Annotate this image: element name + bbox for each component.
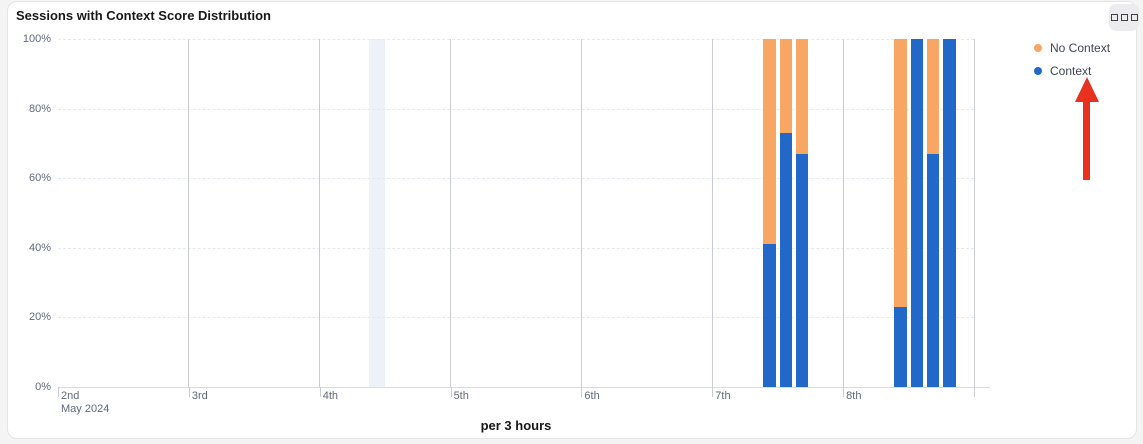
x-gridline	[842, 39, 844, 387]
legend-dot-icon	[1034, 67, 1042, 75]
stacked-bar[interactable]	[795, 39, 810, 387]
legend: No Context Context	[1034, 41, 1110, 78]
plot-area	[58, 39, 975, 387]
x-gridline	[188, 39, 190, 387]
x-gridline	[450, 39, 452, 387]
arrow-shaft	[1083, 102, 1090, 180]
x-axis-line	[58, 387, 990, 388]
bar-segment-context	[910, 39, 923, 387]
y-tick-label: 20%	[28, 311, 51, 324]
widget-menu-button[interactable]	[1109, 4, 1139, 31]
stacked-bar[interactable]	[778, 39, 794, 387]
x-tick-label: 4th	[322, 390, 338, 402]
x-tick-mark	[58, 387, 59, 397]
legend-label: Context	[1050, 64, 1092, 78]
legend-item-no-context[interactable]: No Context	[1034, 41, 1110, 55]
chart-card: Sessions with Context Score Distribution…	[7, 1, 1139, 439]
y-gridline	[58, 108, 974, 110]
x-tick-mark	[974, 387, 975, 397]
bar-segment-no-context	[926, 39, 940, 154]
y-gridline	[58, 178, 974, 180]
bar-segment-no-context	[894, 39, 907, 307]
x-tick-label: 2nd May 2024	[61, 390, 110, 415]
y-tick-label: 40%	[28, 241, 51, 254]
bar-segment-context	[894, 306, 907, 387]
x-tick-label: 3rd	[191, 390, 208, 402]
bar-segment-context	[926, 153, 940, 387]
x-tick-label: 8th	[846, 390, 862, 402]
x-tick-mark	[843, 387, 845, 397]
stacked-bar[interactable]	[762, 39, 777, 387]
x-gridline	[319, 39, 321, 387]
stacked-bar[interactable]	[942, 39, 957, 387]
bar-segment-context	[796, 153, 809, 387]
highlight-band	[368, 39, 386, 387]
chart-title: Sessions with Context Score Distribution	[16, 8, 271, 23]
x-gridline	[973, 39, 975, 387]
bar-segment-no-context	[763, 39, 776, 245]
x-tick-mark	[319, 387, 321, 397]
stacked-bar[interactable]	[893, 39, 908, 387]
y-tick-label: 60%	[28, 172, 51, 185]
bar-segment-no-context	[779, 39, 793, 133]
x-tick-label: 5th	[453, 390, 469, 402]
legend-dot-icon	[1034, 44, 1042, 52]
y-gridline	[58, 247, 974, 249]
x-axis-month-label: May 2024	[61, 403, 110, 415]
x-tick-mark	[450, 387, 452, 397]
x-gridline	[711, 39, 713, 387]
arrow-head	[1074, 77, 1099, 102]
x-tick-mark	[188, 387, 190, 397]
legend-item-context[interactable]: Context	[1034, 64, 1110, 78]
bar-segment-context	[943, 39, 956, 387]
y-gridline	[58, 39, 974, 40]
x-tick-label: 7th	[715, 390, 731, 402]
x-tick-label: 6th	[584, 390, 600, 402]
x-axis-title: per 3 hours	[480, 418, 552, 433]
stacked-bar[interactable]	[925, 39, 941, 387]
x-tick-mark	[581, 387, 583, 397]
x-tick-mark	[712, 387, 714, 397]
bar-segment-no-context	[796, 39, 809, 154]
three-squares-icon	[1110, 14, 1138, 21]
y-gridline	[58, 317, 974, 319]
y-tick-label: 0%	[35, 381, 51, 393]
red-arrow-annotation	[1074, 77, 1099, 180]
y-tick-label: 100%	[22, 33, 51, 45]
legend-label: No Context	[1050, 41, 1111, 55]
bar-segment-context	[763, 244, 776, 387]
stacked-bar[interactable]	[909, 39, 924, 387]
y-tick-label: 80%	[28, 102, 51, 115]
x-gridline	[580, 39, 582, 387]
bar-segment-context	[779, 132, 793, 387]
